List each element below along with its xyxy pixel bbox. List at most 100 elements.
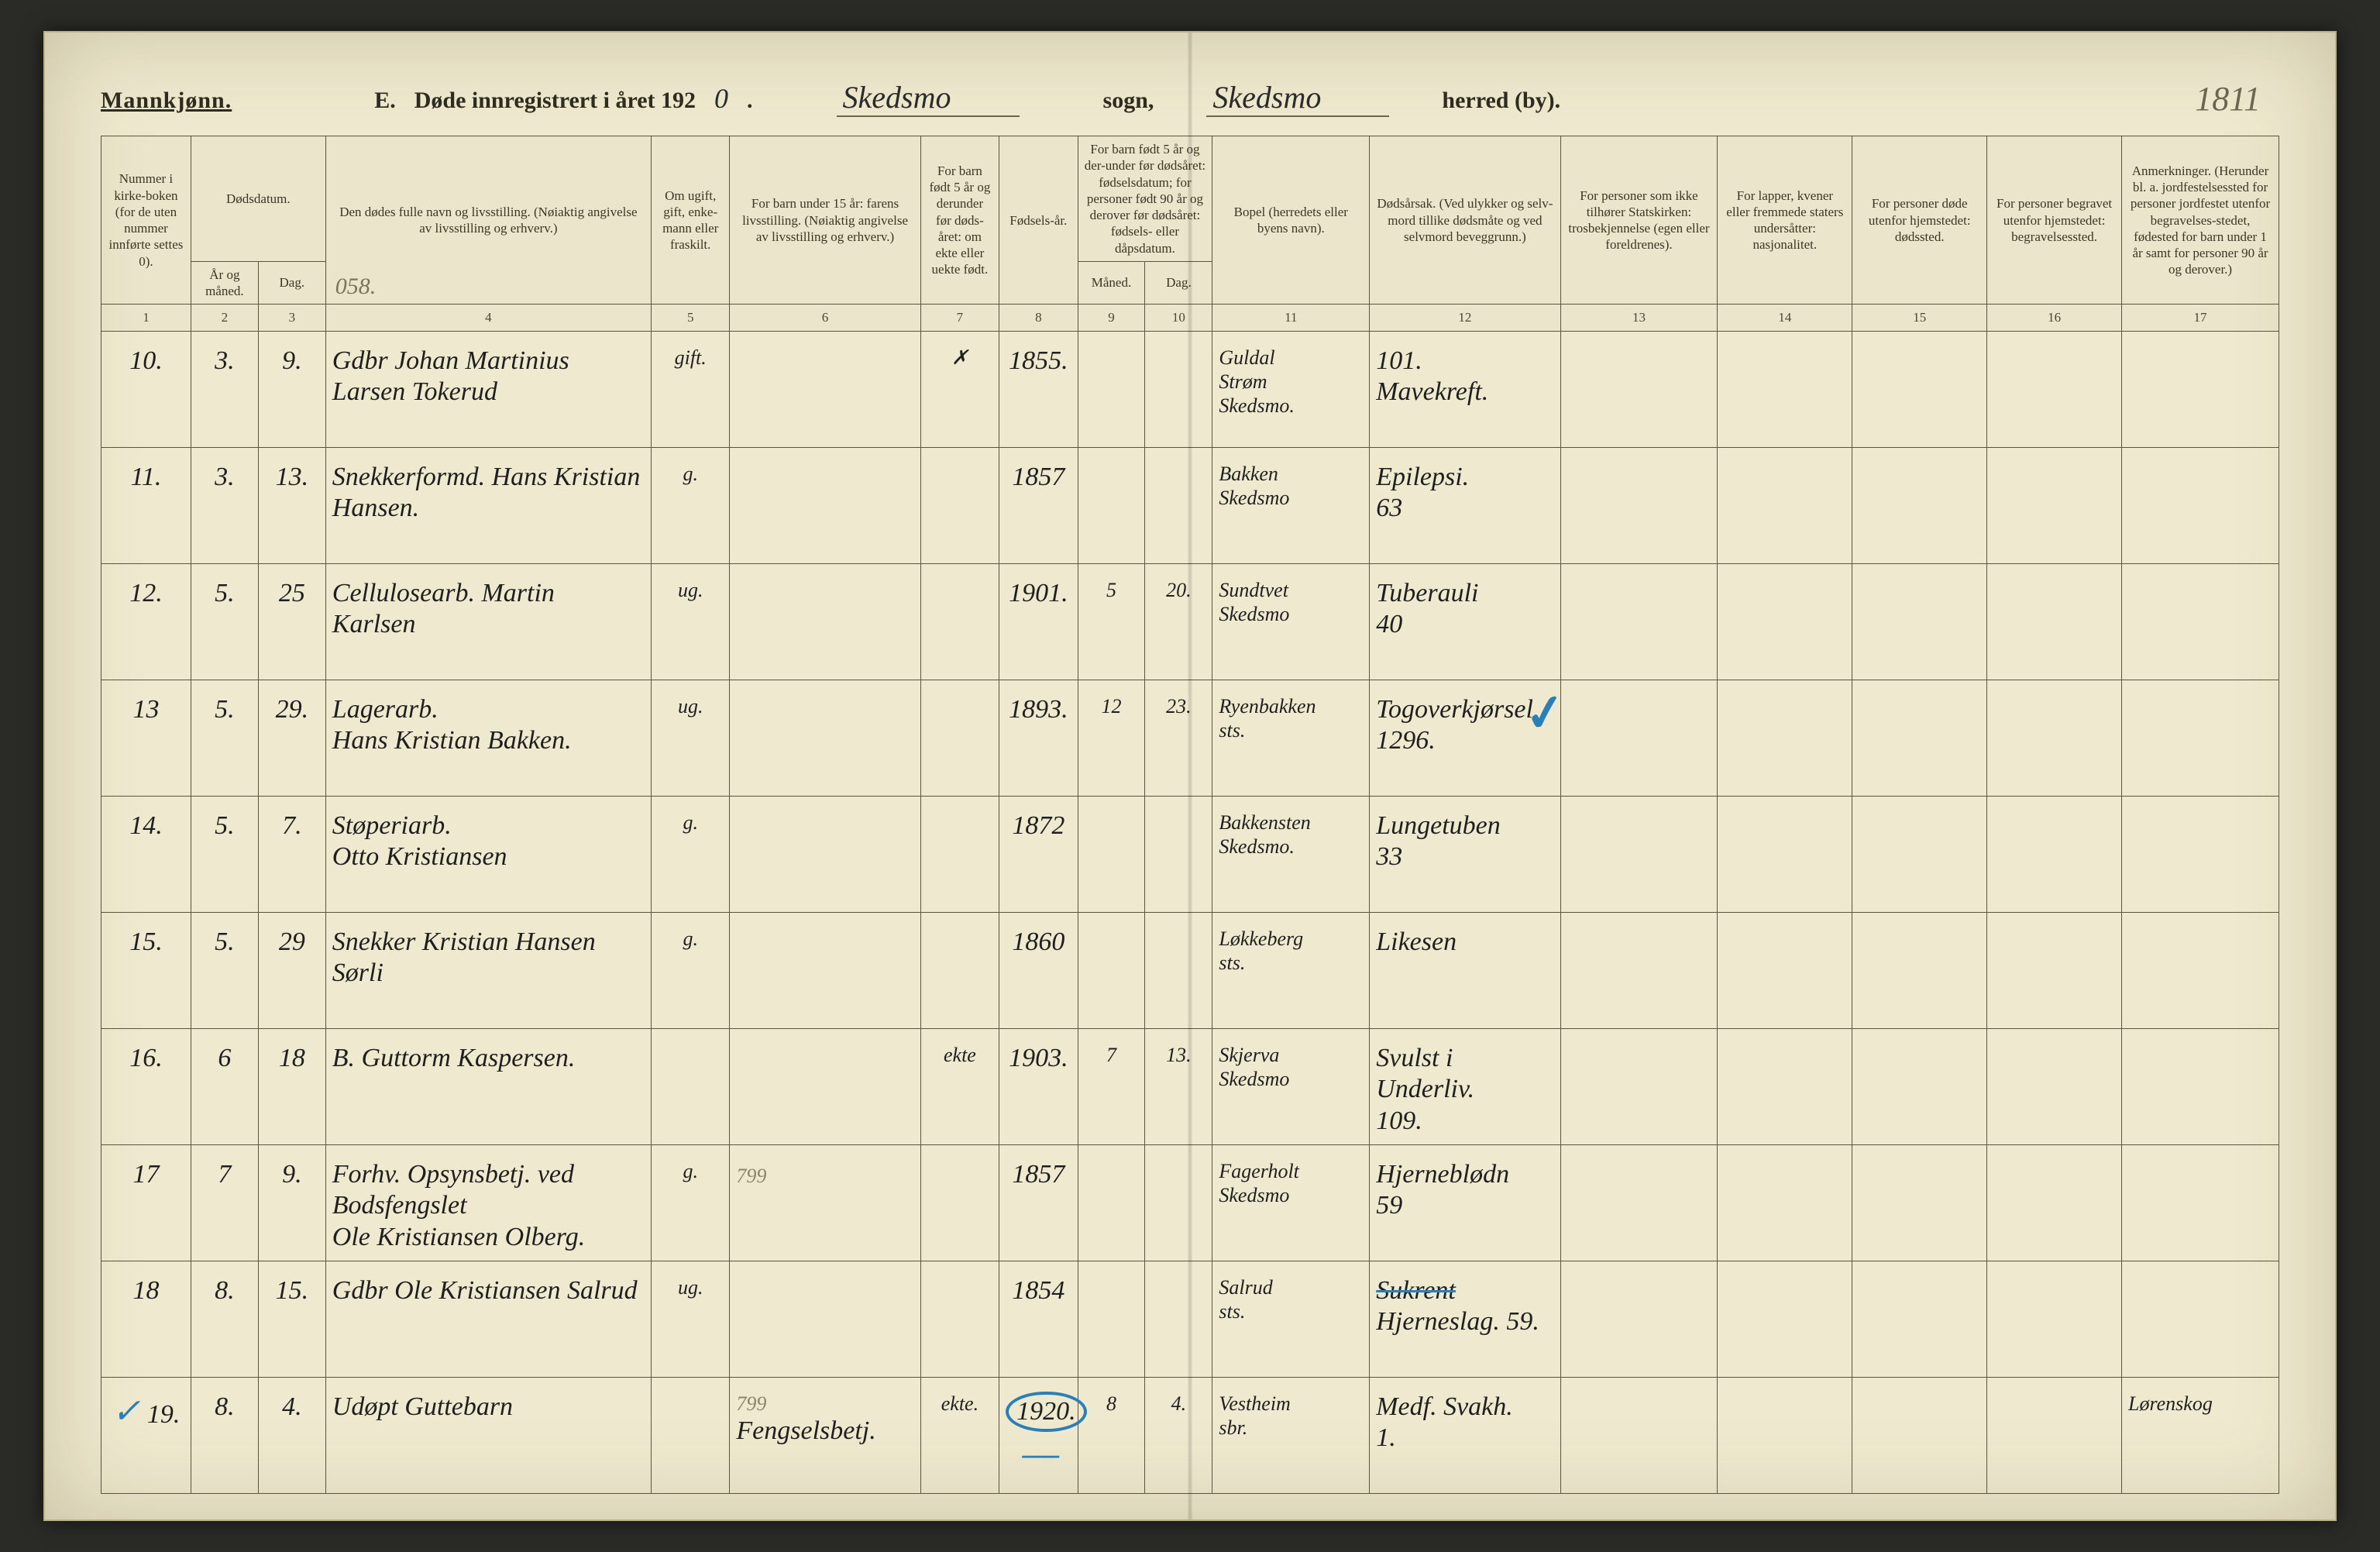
- col-header-11: Bopel (herredets eller byens navn).: [1212, 136, 1370, 305]
- cell-text: 18: [108, 1266, 184, 1307]
- cell-ekte: [920, 796, 999, 912]
- cell-text: Gdbr Johan Martinius Larsen Tokerud: [332, 336, 645, 409]
- cell-ar: 5.: [191, 796, 258, 912]
- colnum-15: 15: [1852, 305, 1987, 331]
- table-row: 15.5.29Snekker Kristian Hansen Sørlig.18…: [101, 912, 2279, 1028]
- cell-text: Lørenskog: [2128, 1382, 2272, 1416]
- cell-d: [1145, 331, 1212, 447]
- cell-text: [2128, 1150, 2272, 1159]
- cell-text: Lagerarb. Hans Kristian Bakken.: [332, 685, 645, 758]
- cell-text: [1151, 801, 1205, 810]
- col-header-8: Fødsels-år.: [999, 136, 1078, 305]
- colnum-9: 9: [1078, 305, 1145, 331]
- cell-text: 6: [198, 1034, 252, 1075]
- cell-m: 7: [1078, 1028, 1145, 1144]
- cell-d: 20.: [1145, 563, 1212, 680]
- cell-text: [1993, 1034, 2115, 1043]
- cell-birth-year: 1857: [999, 1144, 1078, 1261]
- cell-text: Lungetuben 33: [1376, 801, 1553, 874]
- cell-text: [658, 1034, 723, 1043]
- cell-status: [651, 1028, 729, 1144]
- cell-text: [1085, 1266, 1139, 1275]
- cell-text: 13.: [265, 453, 319, 494]
- cell-text: [1567, 801, 1711, 810]
- col-header-7: For barn født 5 år og derunder før døds-…: [920, 136, 999, 305]
- col-header-1: Nummer i kirke-boken (for de uten nummer…: [101, 136, 191, 305]
- cell-text: 18: [265, 1034, 319, 1075]
- cell-dag: 15.: [258, 1261, 325, 1377]
- cell-c14: [1718, 447, 1852, 563]
- cell-text: [1085, 336, 1139, 346]
- cell-text: [2128, 801, 2272, 810]
- cell-m: [1078, 796, 1145, 912]
- cell-c14: [1718, 680, 1852, 796]
- cell-text: g.: [658, 801, 723, 835]
- cell-status: g.: [651, 912, 729, 1028]
- cell-father: [730, 796, 920, 912]
- cell-m: [1078, 331, 1145, 447]
- table-head: Nummer i kirke-boken (for de uten nummer…: [101, 136, 2279, 332]
- cell-m: 8: [1078, 1377, 1145, 1493]
- cell-name: Støperiarb. Otto Kristiansen: [325, 796, 651, 912]
- cell-ar: 3.: [191, 331, 258, 447]
- ledger-table: Nummer i kirke-boken (for de uten nummer…: [101, 136, 2279, 1494]
- cell-text: ekte.: [927, 1382, 992, 1416]
- colnum-5: 5: [651, 305, 729, 331]
- page-number-handwritten: 1811: [2195, 79, 2261, 119]
- cell-c15: [1852, 447, 1987, 563]
- cell-text: 20.: [1151, 569, 1205, 602]
- cell-text: [1151, 1266, 1205, 1275]
- colnum-1: 1: [101, 305, 191, 331]
- col-header-3: Dag.: [258, 261, 325, 305]
- cell-c17: [2122, 680, 2279, 796]
- cell-birth-year: 1903.: [999, 1028, 1078, 1144]
- cell-text: [1724, 453, 1845, 462]
- cell-c14: [1718, 1261, 1852, 1377]
- cell-birth-year: 1857: [999, 447, 1078, 563]
- col-header-6: For barn under 15 år: farens livsstillin…: [730, 136, 920, 305]
- cell-text: [1724, 917, 1845, 927]
- cell-text: 7: [1085, 1034, 1139, 1067]
- cell-c14: [1718, 331, 1852, 447]
- cell-text: [1567, 453, 1711, 462]
- cell-text: [1724, 1266, 1845, 1275]
- cell-text: Medf. Svakh. 1.: [1376, 1382, 1553, 1455]
- title-period: .: [747, 88, 753, 114]
- cell-name: Snekker Kristian Hansen Sørli: [325, 912, 651, 1028]
- cell-text: [2128, 453, 2272, 462]
- colnum-3: 3: [258, 305, 325, 331]
- cell-c13: [1560, 1144, 1718, 1261]
- cell-c16: [1987, 331, 2122, 447]
- cell-text: [1567, 1266, 1711, 1275]
- col-header-9: Måned.: [1078, 261, 1145, 305]
- cell-birth-year: 1854: [999, 1261, 1078, 1377]
- cell-text: [1993, 917, 2115, 927]
- cell-text: 3.: [198, 453, 252, 494]
- cell-num: 12.: [101, 563, 191, 680]
- cell-ar: 6: [191, 1028, 258, 1144]
- cell-text: [1724, 685, 1845, 694]
- cell-text: [2128, 569, 2272, 578]
- cell-text: [927, 801, 992, 810]
- cell-text: 1920.: [1006, 1392, 1087, 1433]
- cell-text: 12.: [108, 569, 184, 610]
- cell-m: 5: [1078, 563, 1145, 680]
- cell-c13: [1560, 563, 1718, 680]
- cell-c14: [1718, 1144, 1852, 1261]
- section-letter: E.: [374, 88, 396, 114]
- cell-m: [1078, 1144, 1145, 1261]
- cell-text: Svulst i Underliv. 109.: [1376, 1034, 1553, 1137]
- column-number-row: 1 2 3 4 5 6 7 8 9 10 11 12 13 14 15 16 1: [101, 305, 2279, 331]
- cell-text: 29.: [265, 685, 319, 726]
- cell-bopel: Salrud sts.: [1212, 1261, 1370, 1377]
- cell-text: Udøpt Guttebarn: [332, 1382, 645, 1423]
- sogn-label: sogn,: [1103, 88, 1154, 114]
- cell-text: 13: [108, 685, 184, 726]
- cell-text: 1857: [1012, 463, 1064, 491]
- cell-num: 15.: [101, 912, 191, 1028]
- cell-d: [1145, 796, 1212, 912]
- cell-text: [1567, 917, 1711, 927]
- cell-text: 15.: [265, 1266, 319, 1307]
- cell-text: [1085, 917, 1139, 927]
- cell-father: [730, 912, 920, 1028]
